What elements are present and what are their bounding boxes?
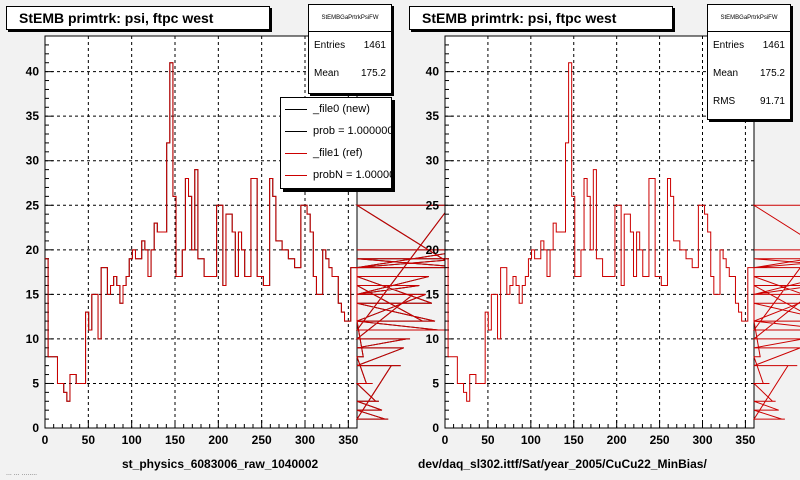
x-tick-label: 100 [122,433,142,447]
x-tick-label: 100 [521,433,541,447]
x-tick-label: 250 [650,433,670,447]
stats-value: 1461 [363,40,386,51]
x-tick-label: 300 [295,433,315,447]
legend-item-probn: probN = 1.000000 [281,164,391,186]
stats-value: 175.2 [759,68,785,79]
y-tick-label: 40 [426,65,440,79]
y-tick-label: 20 [26,243,40,257]
histogram-series-line [45,62,470,420]
stats-row-entries: Entries 1461 [309,32,391,60]
chart-title: StEMB primtrk: psi, ftpc west [6,6,270,30]
x-tick-label: 250 [252,433,272,447]
y-tick-label: 10 [26,332,40,346]
stats-row-mean: Mean 175.2 [708,60,790,88]
x-tick-label: 300 [692,433,712,447]
legend-line-icon [285,109,307,110]
legend-line-icon [285,153,307,154]
y-tick-label: 35 [426,109,440,123]
y-tick-label: 30 [26,154,40,168]
legend-item-file0: _file0 (new) [281,98,391,120]
x-axis-caption: st_physics_6083006_raw_1040002 [122,457,319,471]
legend-line-icon [285,131,307,132]
stats-row-mean: Mean 175.2 [309,60,391,88]
y-tick-label: 5 [32,376,39,390]
y-tick-label: 5 [432,376,439,390]
stats-label: Mean [713,68,739,79]
footer-text: ... ... ........ [6,470,38,477]
stats-value: 91.71 [759,96,785,107]
histogram-series-line [445,62,800,420]
legend-item-file1: _file1 (ref) [281,142,391,164]
stats-value: 1461 [762,40,785,51]
x-tick-label: 200 [607,433,627,447]
x-tick-label: 50 [82,433,96,447]
x-tick-label: 50 [481,433,495,447]
stats-label: Entries [314,40,346,51]
y-tick-label: 30 [426,154,440,168]
legend-label: probN = 1.000000 [313,169,391,181]
x-tick-label: 0 [442,433,449,447]
y-tick-label: 0 [32,421,39,435]
y-tick-label: 10 [426,332,440,346]
y-tick-label: 25 [26,198,40,212]
stats-name: StEMBGaPrtrkPsiFW [309,5,391,32]
y-tick-label: 15 [426,287,440,301]
legend-label: _file0 (new) [313,103,370,115]
y-tick-label: 25 [426,198,440,212]
stats-label: RMS [713,96,736,107]
x-tick-label: 200 [208,433,228,447]
x-tick-label: 150 [564,433,584,447]
stats-row-entries: Entries 1461 [708,32,790,60]
y-tick-label: 0 [432,421,439,435]
x-axis-caption: dev/daq_sl302.ittf/Sat/year_2005/CuCu22_… [418,457,707,471]
y-tick-label: 40 [26,65,40,79]
legend-line-icon [285,175,307,176]
chart-title: StEMB primtrk: psi, ftpc west [409,6,673,30]
stats-row-rms: RMS 91.71 [708,88,790,116]
stats-box: StEMBGaPrtrkPsiFW Entries 1461 Mean 175.… [308,4,392,94]
stats-box: StEMBGaPrtrkPsiFW Entries 1461 Mean 175.… [707,4,791,120]
legend-label: prob = 1.000000 [313,125,392,137]
y-tick-label: 35 [26,109,40,123]
legend-item-prob: prob = 1.000000 [281,120,391,142]
x-tick-label: 150 [165,433,185,447]
stats-value: 175.2 [360,68,386,79]
histogram-panel-right: 0 50 100 150 200 250 300 350 0 5 10 15 20 25 30 35 40 [426,35,800,447]
x-tick-label: 350 [735,433,755,447]
y-tick-label: 15 [26,287,40,301]
stats-name: StEMBGaPrtrkPsiFW [708,5,790,32]
stats-label: Entries [713,40,745,51]
stats-label: Mean [314,68,340,79]
x-tick-label: 0 [42,433,49,447]
legend: _file0 (new) prob = 1.000000 _file1 (ref… [280,97,392,189]
y-tick-label: 20 [426,243,440,257]
legend-label: _file1 (ref) [313,147,363,159]
x-tick-label: 350 [338,433,358,447]
